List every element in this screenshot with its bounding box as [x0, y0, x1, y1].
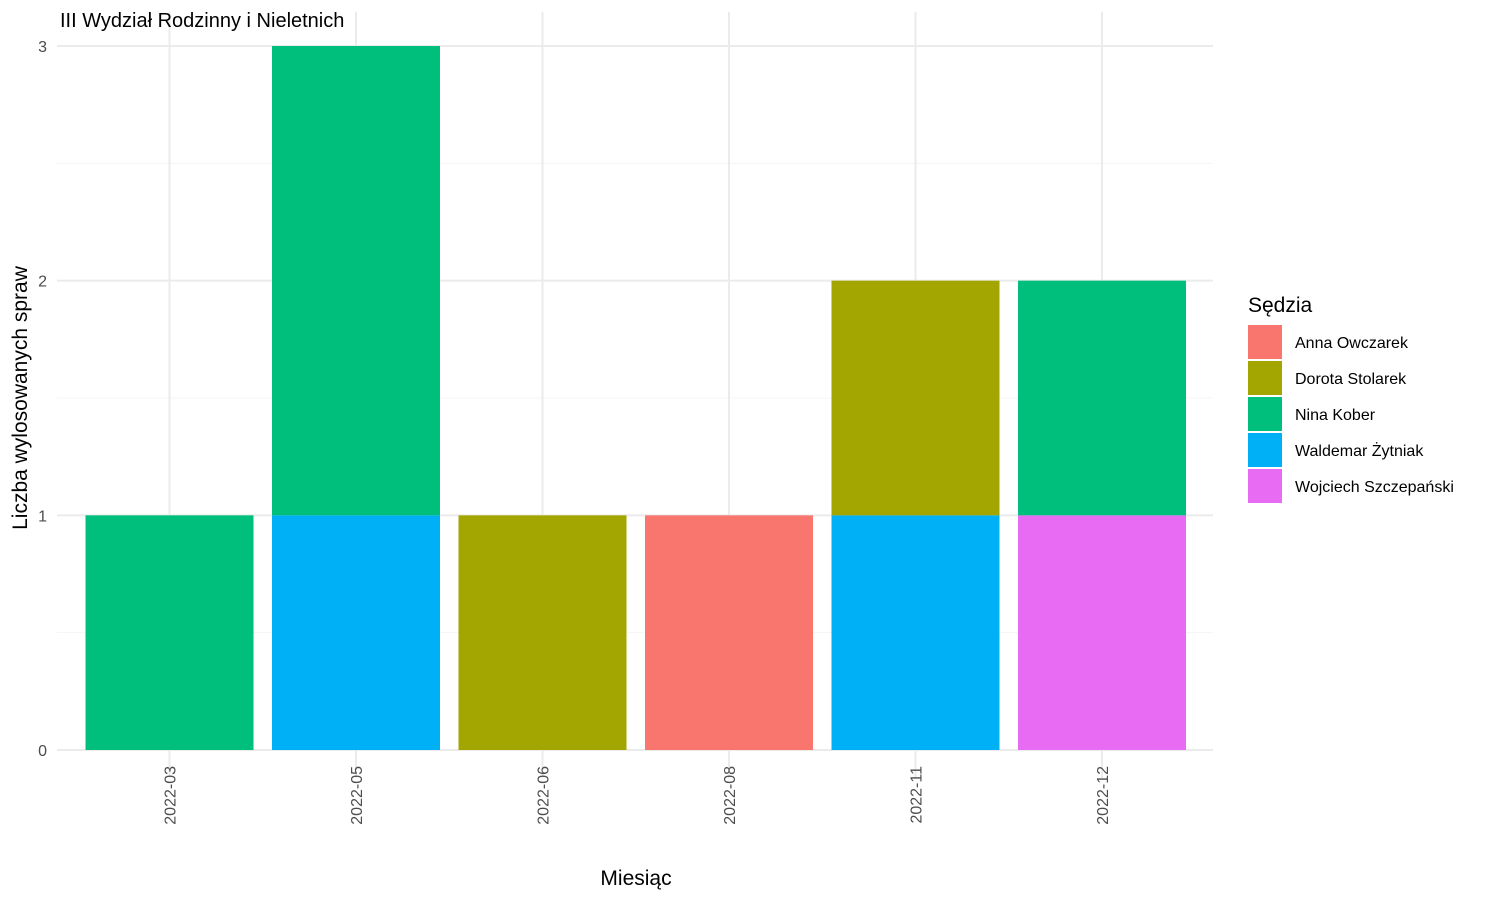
bar-2022-05-waldemar-zytniak	[272, 515, 440, 750]
bars	[85, 46, 1186, 750]
legend-title: Sędzia	[1248, 294, 1313, 317]
bar-2022-08-anna-owczarek	[645, 515, 813, 750]
x-tick-label: 2022-12	[1095, 766, 1112, 825]
legend-key	[1248, 325, 1282, 359]
x-tick-label: 2022-03	[163, 766, 180, 825]
y-tick-label: 1	[38, 508, 47, 525]
legend-label: Anna Owczarek	[1295, 335, 1409, 352]
legend: Sędzia Anna Owczarek Dorota Stolarek Nina …	[1248, 294, 1454, 503]
chart-title: III Wydział Rodzinny i Nieletnich	[60, 10, 344, 32]
legend-label: Dorota Stolarek	[1295, 371, 1407, 388]
axes: 0 1 2 3 2022-03 2022-05 2022-06 2022-08 2022-11 2…	[38, 39, 1112, 825]
bar-2022-12-nina-kober	[1018, 280, 1186, 516]
bar-2022-06-dorota-stolarek	[458, 515, 627, 750]
x-tick-label: 2022-06	[536, 766, 553, 825]
bar-2022-03-nina-kober	[85, 515, 254, 750]
bar-2022-11-waldemar-zytniak	[831, 515, 1000, 750]
legend-label: Nina Kober	[1295, 407, 1376, 424]
x-axis-title: Miesiąc	[600, 867, 671, 890]
y-tick-label: 3	[38, 39, 47, 56]
y-tick-label: 0	[38, 743, 47, 760]
bar-2022-11-dorota-stolarek	[831, 280, 1000, 516]
legend-key	[1248, 469, 1282, 503]
legend-key	[1248, 361, 1282, 395]
legend-key	[1248, 433, 1282, 467]
bar-2022-05-nina-kober	[272, 46, 440, 516]
y-tick-label: 2	[38, 274, 47, 291]
y-axis-title: Liczba wylosowanych spraw	[9, 265, 32, 530]
legend-label: Wojciech Szczepański	[1295, 479, 1454, 496]
x-tick-label: 2022-11	[909, 766, 926, 824]
legend-key	[1248, 397, 1282, 431]
x-tick-label: 2022-08	[722, 766, 739, 825]
legend-label: Waldemar Żytniak	[1295, 441, 1424, 460]
bar-2022-12-wojciech-szczepanski	[1018, 515, 1186, 750]
x-tick-label: 2022-05	[349, 766, 366, 825]
